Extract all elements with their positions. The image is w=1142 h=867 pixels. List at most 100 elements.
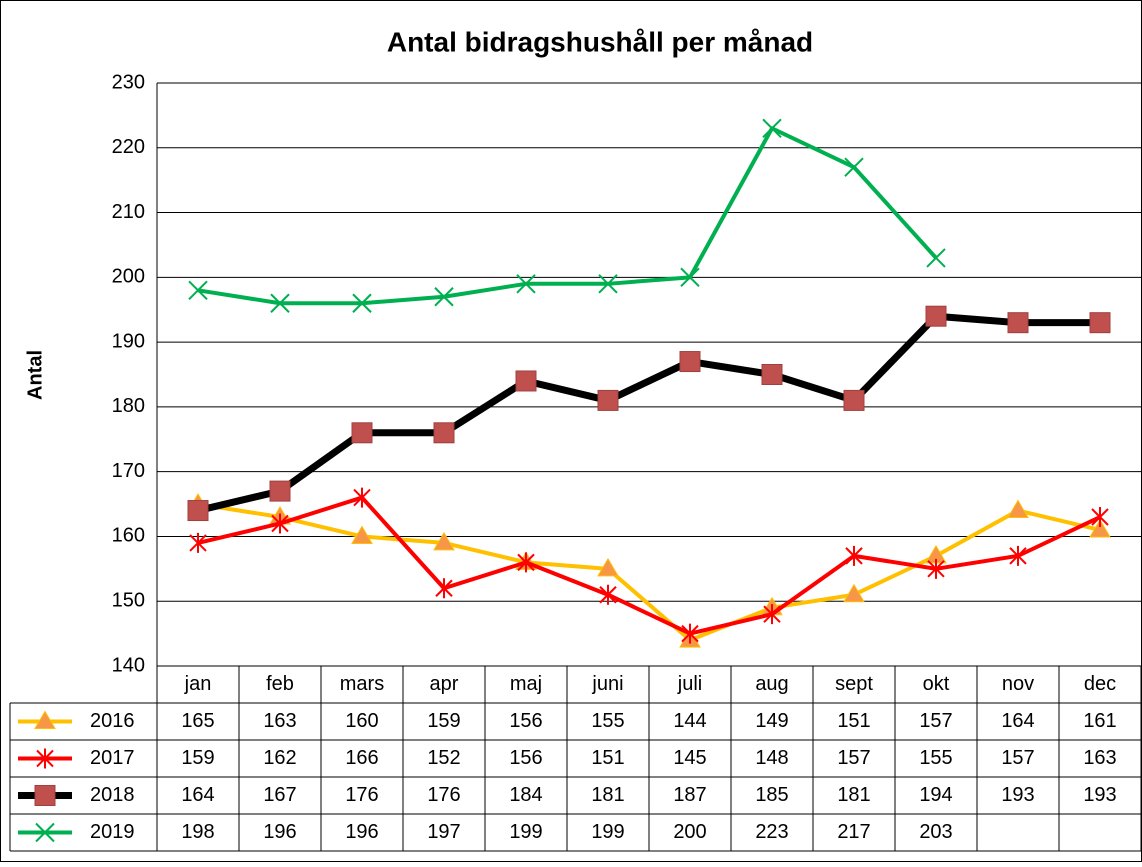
marker xyxy=(843,389,865,411)
table-cell: 148 xyxy=(755,747,788,769)
table-cell: 156 xyxy=(509,710,542,732)
series-line xyxy=(197,495,1101,636)
y-tick-label: 200 xyxy=(112,266,145,288)
table-cell: 163 xyxy=(1083,747,1116,769)
x-tick-label: juni xyxy=(591,673,623,695)
y-tick-label: 190 xyxy=(112,330,145,352)
table-cell: 149 xyxy=(755,710,788,732)
marker xyxy=(597,557,619,577)
table-cell: 166 xyxy=(345,747,378,769)
table-cell: 199 xyxy=(509,821,542,843)
x-tick-label: aug xyxy=(755,673,788,695)
legend-label: 2018 xyxy=(90,784,135,806)
x-tick-label: maj xyxy=(510,673,542,695)
marker xyxy=(1091,507,1109,528)
x-tick-label: nov xyxy=(1002,673,1034,695)
table-cell: 151 xyxy=(837,710,870,732)
x-tick-label: feb xyxy=(266,673,294,695)
series-line xyxy=(197,312,1100,514)
y-tick-label: 150 xyxy=(112,590,145,612)
marker xyxy=(1009,545,1027,566)
x-tick-label: sept xyxy=(835,673,873,695)
table-cell: 159 xyxy=(427,710,460,732)
marker xyxy=(762,118,782,139)
y-tick-label: 180 xyxy=(112,395,145,417)
table-cell: 181 xyxy=(837,784,870,806)
marker xyxy=(189,532,207,553)
marker xyxy=(843,583,865,603)
table-cell: 163 xyxy=(263,710,296,732)
marker xyxy=(763,604,781,625)
table-cell: 203 xyxy=(919,821,952,843)
marker xyxy=(1007,499,1029,519)
table-cell: 151 xyxy=(591,747,624,769)
legend-marker xyxy=(35,822,55,843)
table-cell: 176 xyxy=(427,784,460,806)
marker xyxy=(679,351,701,373)
table-cell: 157 xyxy=(1001,747,1034,769)
marker xyxy=(353,487,371,508)
marker xyxy=(844,157,864,177)
marker xyxy=(926,248,946,268)
marker xyxy=(271,513,289,534)
series-line xyxy=(197,502,1101,643)
table-cell: 159 xyxy=(181,747,214,769)
table-cell: 196 xyxy=(263,821,296,843)
marker xyxy=(598,274,618,294)
legend-label: 2017 xyxy=(90,747,135,769)
marker xyxy=(597,389,619,411)
y-tick-label: 140 xyxy=(112,654,145,676)
table-cell: 162 xyxy=(263,747,296,769)
table-cell: 164 xyxy=(1001,710,1034,732)
table-cell: 152 xyxy=(427,747,460,769)
table-cell: 155 xyxy=(591,710,624,732)
y-axis-label: Antal xyxy=(24,350,46,400)
table-cell: 187 xyxy=(673,784,706,806)
marker xyxy=(433,422,455,444)
marker xyxy=(351,422,373,444)
legend-label: 2016 xyxy=(90,710,135,732)
marker xyxy=(517,552,535,573)
table-cell: 157 xyxy=(837,747,870,769)
marker xyxy=(681,623,699,644)
chart-title: Antal bidragshushåll per månad xyxy=(387,26,813,57)
marker xyxy=(352,293,372,313)
marker xyxy=(515,370,537,392)
table-cell: 157 xyxy=(919,710,952,732)
table-cell: 196 xyxy=(345,821,378,843)
table-cell: 198 xyxy=(181,821,214,843)
table-cell: 193 xyxy=(1001,784,1034,806)
table-cell: 167 xyxy=(263,784,296,806)
y-tick-label: 230 xyxy=(112,71,145,93)
legend-marker xyxy=(34,785,56,806)
marker xyxy=(434,287,454,307)
marker xyxy=(516,274,536,294)
x-tick-label: apr xyxy=(430,673,459,695)
legend-marker xyxy=(34,710,56,729)
legend-label: 2019 xyxy=(90,821,135,843)
table-cell: 223 xyxy=(755,821,788,843)
table-cell: 145 xyxy=(673,747,706,769)
y-tick-label: 220 xyxy=(112,136,145,158)
x-tick-label: juli xyxy=(677,673,702,695)
marker xyxy=(351,525,373,544)
marker xyxy=(925,305,947,327)
table-cell: 160 xyxy=(345,710,378,732)
table-cell: 176 xyxy=(345,784,378,806)
table-cell: 144 xyxy=(673,710,706,732)
x-tick-label: dec xyxy=(1084,673,1116,695)
x-tick-label: jan xyxy=(184,673,212,695)
y-tick-label: 160 xyxy=(112,525,145,547)
marker xyxy=(761,364,783,385)
table-cell: 155 xyxy=(919,747,952,769)
table-cell: 200 xyxy=(673,821,706,843)
y-tick-label: 210 xyxy=(112,201,145,223)
table-cell: 164 xyxy=(181,784,214,806)
series-line xyxy=(197,126,938,306)
table-cell: 165 xyxy=(181,710,214,732)
marker xyxy=(433,531,455,551)
table-cell: 161 xyxy=(1083,710,1116,732)
marker xyxy=(927,558,945,579)
marker xyxy=(270,293,290,313)
